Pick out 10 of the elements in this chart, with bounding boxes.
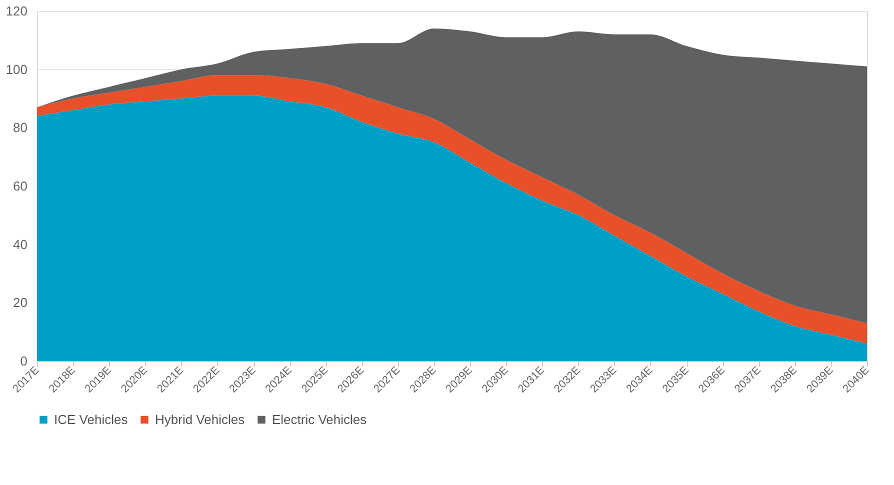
legend-label: Hybrid Vehicles [155, 412, 246, 427]
y-tick-label: 80 [13, 120, 28, 136]
legend-label: Electric Vehicles [272, 412, 368, 427]
y-tick-label: 20 [13, 295, 28, 310]
y-tick-label: 40 [13, 236, 28, 252]
y-tick-label: 100 [6, 62, 28, 77]
y-tick-label: 0 [20, 354, 28, 368]
y-tick-label: 120 [6, 4, 28, 18]
legend-label: ICE Vehicles [54, 412, 128, 427]
y-tick-label: 60 [13, 178, 28, 194]
